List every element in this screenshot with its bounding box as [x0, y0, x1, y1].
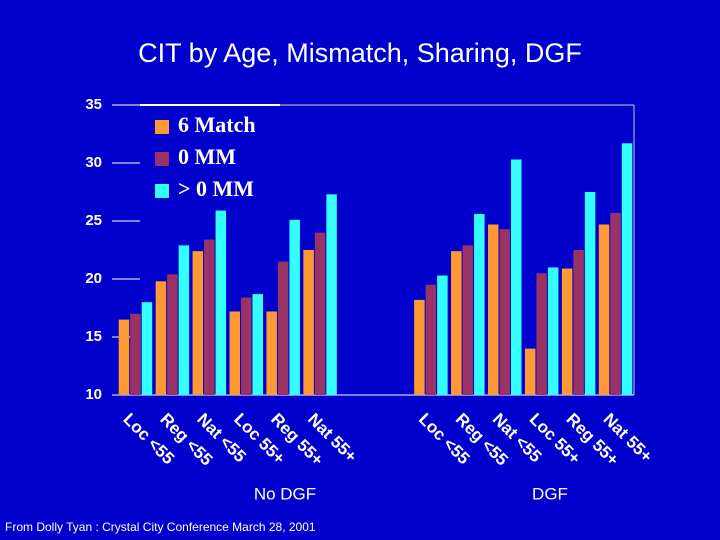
bar [303, 250, 314, 395]
group-label: No DGF [254, 484, 316, 503]
chart-title: CIT by Age, Mismatch, Sharing, DGF [138, 38, 582, 68]
legend-label: 0 MM [178, 144, 236, 169]
bar [118, 319, 130, 395]
y-tick-label: 25 [85, 212, 102, 229]
bar [511, 159, 522, 395]
bar [289, 219, 300, 395]
y-tick-label: 20 [85, 270, 102, 287]
bar [215, 210, 227, 395]
legend-swatch [155, 152, 169, 166]
bar [536, 273, 547, 395]
y-tick-label: 30 [85, 154, 102, 171]
bar [598, 224, 610, 395]
bar [130, 313, 141, 395]
bar [277, 261, 289, 395]
bar [425, 284, 437, 395]
bar [462, 245, 474, 395]
bar [414, 299, 425, 395]
y-tick-label: 15 [85, 328, 102, 345]
bar [547, 267, 559, 395]
bar [192, 251, 204, 395]
bar [561, 268, 573, 395]
bar [573, 250, 584, 395]
bar [584, 192, 596, 395]
bar [204, 239, 215, 395]
bar [167, 274, 178, 395]
legend-swatch [155, 120, 169, 134]
bar [621, 143, 633, 395]
bar [241, 297, 252, 395]
bar [229, 311, 240, 395]
bar [610, 212, 621, 395]
bar [488, 224, 499, 395]
bar [252, 294, 263, 395]
bar [314, 232, 326, 395]
y-tick-label: 10 [85, 386, 102, 403]
bar [178, 245, 190, 395]
bar [155, 281, 167, 395]
legend-swatch [155, 184, 169, 198]
bar [326, 194, 337, 395]
bar [451, 251, 462, 395]
legend-label: > 0 MM [178, 176, 254, 201]
footnote: From Dolly Tyan : Crystal City Conferenc… [5, 520, 316, 534]
legend-label: 6 Match [178, 112, 256, 137]
bar [141, 302, 153, 395]
bar [266, 311, 277, 395]
y-tick-label: 35 [85, 96, 102, 113]
bar [524, 348, 536, 395]
bar [499, 229, 510, 395]
group-label: DGF [532, 484, 568, 503]
bar [437, 275, 448, 395]
bar [474, 214, 485, 395]
